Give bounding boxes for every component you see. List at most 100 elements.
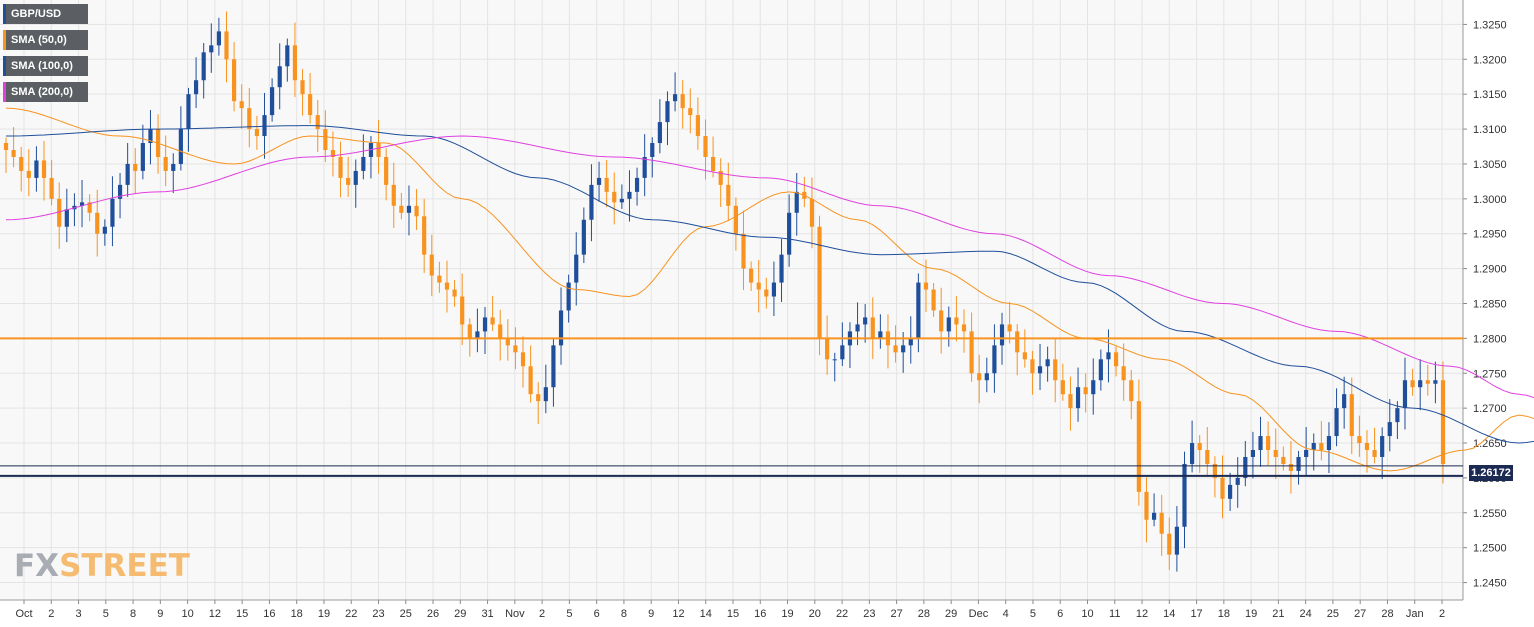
candle-body (863, 317, 868, 325)
candle-body (399, 205, 404, 213)
x-tick-label: 18 (291, 608, 303, 620)
x-tick-label: 25 (1327, 608, 1339, 620)
candle-body (34, 160, 39, 178)
candle-body (741, 233, 746, 269)
candle-body (1410, 380, 1415, 388)
candle-body (3, 143, 9, 150)
candle-body (79, 202, 85, 206)
candle-body (596, 177, 602, 185)
candle-body (148, 129, 153, 144)
candle-body (1250, 450, 1256, 457)
x-tick-label: 8 (130, 608, 136, 620)
current-price-tag: 1.26172 (1469, 465, 1513, 481)
x-tick-label: 9 (157, 608, 163, 620)
legend-item-gbpusd[interactable]: GBP/USD (3, 4, 88, 24)
candle-body (1091, 380, 1096, 395)
candle-body (695, 115, 700, 137)
candle-body (977, 373, 982, 381)
candle-body (520, 352, 526, 367)
candle-body (1395, 408, 1400, 423)
x-tick-label: 28 (1381, 608, 1393, 620)
x-tick-label: 29 (945, 608, 957, 620)
candle-body (908, 338, 913, 346)
candle-body (87, 202, 92, 213)
candle-body (270, 87, 275, 116)
legend-label: SMA (100,0) (11, 60, 73, 72)
candle-body (893, 345, 898, 353)
candle-body (574, 254, 579, 283)
legend-swatch (3, 30, 6, 50)
candle-body (224, 31, 229, 60)
y-tick-label: 1.2950 (1473, 229, 1507, 241)
candle-body (551, 345, 556, 388)
candle-body (1364, 443, 1370, 450)
candle-body (923, 282, 929, 290)
legend-item-sma100[interactable]: SMA (100,0) (3, 56, 88, 76)
candle-body (209, 45, 214, 53)
candle-body (1015, 331, 1020, 353)
x-tick-label: 29 (454, 608, 466, 620)
y-tick-label: 1.3050 (1473, 159, 1507, 171)
candle-body (1220, 477, 1225, 499)
candle-body (193, 80, 199, 95)
y-tick-label: 1.3000 (1473, 194, 1507, 206)
x-tick-label: Jan (1406, 608, 1424, 620)
legend-item-sma200[interactable]: SMA (200,0) (3, 82, 88, 102)
x-tick-label: 21 (1272, 608, 1284, 620)
x-tick-label: 8 (621, 608, 627, 620)
sma100-line (6, 125, 1534, 444)
y-tick-label: 1.2750 (1473, 368, 1507, 380)
candle-body (901, 345, 906, 353)
candle-body (612, 191, 617, 203)
candle-body (1266, 436, 1271, 450)
candle-body (429, 254, 434, 276)
legend-item-sma50[interactable]: SMA (50,0) (3, 30, 88, 50)
candle-body (308, 94, 313, 116)
candle-body (1235, 477, 1240, 485)
candle-body (216, 31, 221, 46)
y-tick-label: 1.2800 (1473, 333, 1507, 345)
candle-body (1098, 359, 1103, 381)
candle-body (726, 184, 731, 206)
x-tick-label: Nov (505, 608, 525, 620)
candle-body (41, 160, 47, 178)
candle-body (961, 324, 967, 332)
candle-body (513, 345, 518, 353)
x-tick-label: 20 (809, 608, 821, 620)
x-tick-label: 24 (1300, 608, 1312, 620)
candle-body (733, 205, 738, 234)
x-tick-label: 19 (781, 608, 793, 620)
x-tick-label: 31 (481, 608, 493, 620)
candle-body (1258, 436, 1263, 450)
candle-body (1326, 436, 1332, 450)
x-tick-label: 22 (836, 608, 848, 620)
sma50-line (5, 107, 1534, 472)
candle-body (1190, 443, 1195, 464)
candle-body (999, 324, 1005, 346)
candle-body (1311, 443, 1316, 450)
x-tick-label: Oct (15, 608, 32, 620)
candle-body (642, 156, 647, 178)
y-tick-label: 1.2500 (1473, 543, 1507, 555)
x-tick-label: 10 (181, 608, 193, 620)
candle-body (1068, 394, 1073, 409)
candle-body (323, 129, 328, 150)
candle-body (703, 136, 708, 157)
x-tick-label: 27 (1354, 608, 1366, 620)
x-tick-label: 14 (700, 608, 712, 620)
candle-body (558, 310, 564, 346)
candle-body (566, 282, 571, 311)
y-tick-label: 1.2700 (1473, 403, 1507, 415)
candle-body (650, 143, 655, 157)
candle-body (1402, 380, 1408, 409)
candle-body (125, 163, 130, 185)
candle-body (931, 289, 936, 311)
x-tick-label: 16 (754, 608, 766, 620)
x-tick-label: 2 (539, 608, 545, 620)
candle-body (384, 156, 389, 185)
x-tick-label: Dec (969, 608, 989, 620)
candle-body (627, 191, 632, 199)
candle-body (984, 373, 989, 381)
candle-body (254, 129, 259, 137)
candle-body (809, 198, 815, 227)
